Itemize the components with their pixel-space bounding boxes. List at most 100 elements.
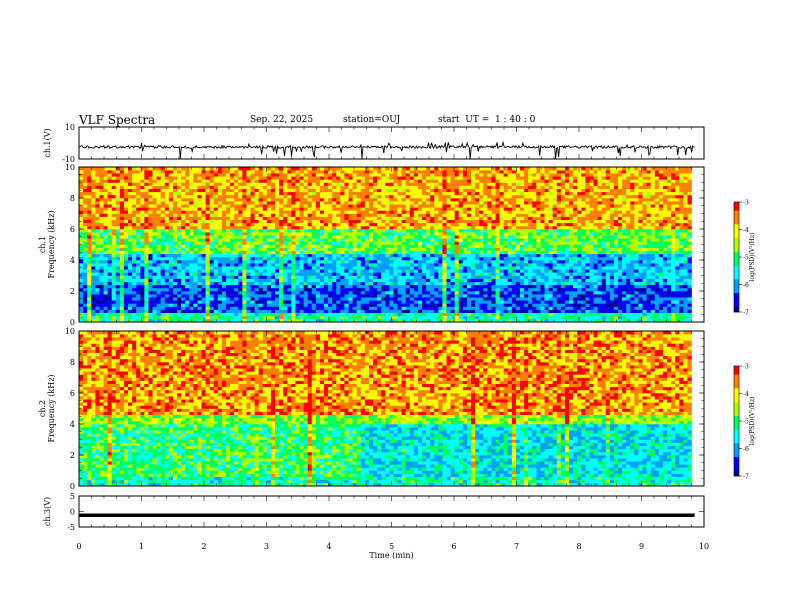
colorbar-tick-label: -7 [743,474,749,481]
colorbar-cell [734,240,739,244]
y-tick-label: -10 [62,155,75,164]
colorbar-cell [734,298,739,302]
colorbar-cell [734,429,739,433]
x-tick-label: 6 [451,542,456,551]
colorbar-cell [734,268,739,272]
colorbar-cell [734,292,739,296]
colorbar-label: log(PSD)(V²/Hz) [749,397,756,446]
colorbar-cell [734,404,739,408]
colorbar-cell [734,470,739,474]
x-tick-label: 10 [699,542,709,551]
y-axis-label: ch.2 [38,400,47,417]
colorbar-cell [734,445,739,449]
colorbar-cell [734,265,739,269]
colorbar-cell [734,276,739,280]
colorbar-cell [734,432,739,436]
date-label: Sep. 22, 2025 [250,115,314,125]
colorbar-tick-label: -5 [743,419,749,426]
colorbar-cell [734,388,739,392]
ch1-waveform [78,140,695,160]
colorbar-cell [734,235,739,239]
y-axis-label: ch.1 [38,236,47,253]
colorbar-cell [734,467,739,471]
colorbar-cell [734,204,739,208]
y-tick-label: 2 [70,451,75,460]
y-tick-label: 0 [70,508,75,517]
colorbar-cell [734,448,739,452]
colorbar-cell [734,366,739,370]
x-tick-label: 4 [326,542,331,551]
colorbar-cell [734,465,739,469]
x-tick-label: 2 [201,542,206,551]
colorbar-cell [734,303,739,307]
colorbar-cell [734,215,739,219]
colorbar-cell [734,456,739,460]
colorbar-cell [734,218,739,222]
colorbar-cell [734,224,739,228]
colorbar-cell [734,401,739,405]
colorbar-cell [734,412,739,416]
x-tick-label: 5 [389,542,394,551]
colorbar-cell [734,281,739,285]
y-tick-label: 4 [70,420,75,429]
start-time-label: start UT = 1 : 40 : 0 [438,115,536,125]
colorbar-cell [734,423,739,427]
colorbar-cell [734,251,739,255]
y-tick-label: 10 [65,163,75,172]
colorbar-tick-label: -6 [743,282,749,289]
colorbar-cell [734,306,739,310]
colorbar-cell [734,257,739,261]
colorbar-cell [734,371,739,375]
y-tick-label: 5 [70,492,75,501]
y-tick-label: 10 [65,123,75,132]
colorbar-cell [734,237,739,241]
colorbar-cell [734,210,739,214]
colorbar-cell [734,382,739,386]
colorbar-cell [734,284,739,288]
colorbar-cell [734,290,739,294]
colorbar-cell [734,368,739,372]
x-tick-label: 8 [576,542,581,551]
colorbar-tick-label: -4 [743,227,749,234]
x-tick-label: 9 [639,542,644,551]
y-tick-label: 2 [70,287,75,296]
colorbar-cell [734,426,739,430]
spectrogram-ch1 [79,167,692,323]
y-tick-label: 8 [70,194,75,203]
colorbar-cell [734,434,739,438]
colorbar-cell [734,385,739,389]
colorbar-cell [734,396,739,400]
colorbar-cell [734,309,739,313]
colorbar-cell [734,454,739,458]
x-tick-label: 1 [139,542,144,551]
colorbar-cell [734,390,739,394]
colorbar-cell [734,459,739,463]
colorbar-cell [734,443,739,447]
colorbar-label: log(PSD)(V²/Hz) [749,233,756,282]
y-tick-label: 0 [70,318,75,327]
y-tick-label: -5 [67,523,75,532]
x-tick-label: 7 [514,542,519,551]
colorbar-cell [734,415,739,419]
x-tick-label: 0 [76,542,81,551]
y-axis-label: ch.3(V) [43,497,52,526]
colorbar-cell [734,462,739,466]
colorbar-cell [734,259,739,263]
colorbar-cell [734,393,739,397]
colorbar-cell [734,301,739,305]
colorbar-cell [734,407,739,411]
colorbar-tick-label: -6 [743,446,749,453]
colorbar-cell [734,232,739,236]
y-tick-label: 0 [70,482,75,491]
y-axis-label: ch.1(V) [43,128,52,157]
colorbar-tick-label: -5 [743,255,749,262]
colorbar-cell [734,262,739,266]
y-axis-label: Frequency (kHz) [47,374,56,442]
colorbar-cell [734,421,739,425]
colorbar-cell [734,246,739,250]
y-tick-label: 8 [70,358,75,367]
colorbar-tick-label: -3 [743,200,749,207]
y-axis-label: Frequency (kHz) [47,210,56,278]
colorbar-tick-label: -7 [743,310,749,317]
